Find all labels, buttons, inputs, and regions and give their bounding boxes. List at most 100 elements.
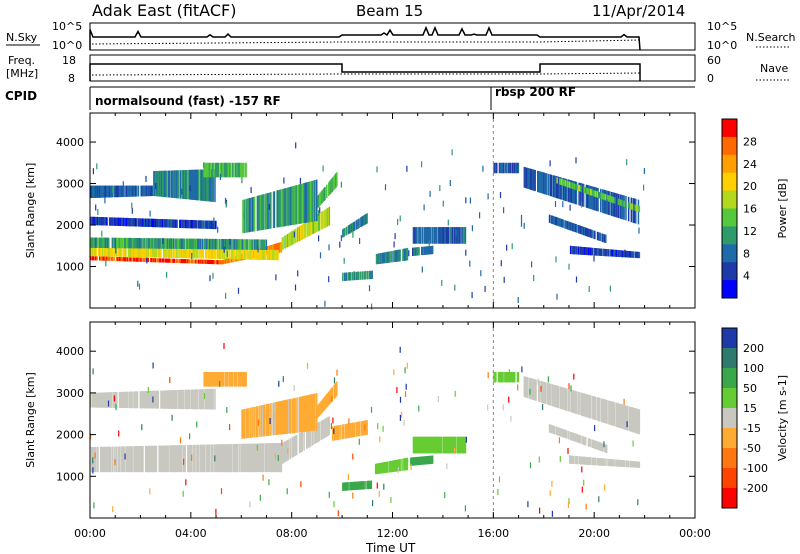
velocity-cell: [446, 436, 449, 454]
velocity-speck: [539, 507, 541, 514]
power-cell: [250, 239, 252, 250]
power-cell: [127, 185, 130, 197]
power-cell: [118, 257, 121, 262]
power-cell: [189, 238, 191, 249]
power-speck: [191, 253, 193, 259]
power-speck: [101, 218, 103, 225]
velocity-cell: [136, 391, 139, 409]
power-cell: [331, 177, 334, 192]
velocity-speck: [382, 425, 384, 432]
velocity-cell: [318, 403, 321, 416]
power-cell: [211, 162, 213, 178]
power-colorbar-swatch: [722, 226, 737, 245]
power-cell: [365, 271, 367, 280]
power-cell: [438, 227, 441, 244]
power-cell: [219, 162, 221, 178]
power-cell: [152, 185, 154, 196]
velocity-cell: [620, 460, 623, 467]
velocity-band: [410, 455, 434, 466]
power-cell: [131, 257, 133, 262]
velocity-cell: [91, 392, 94, 408]
velocity-cell: [602, 458, 604, 466]
velocity-cell: [140, 391, 142, 409]
power-cell: [603, 234, 605, 243]
power-cell: [262, 239, 265, 250]
power-cell: [343, 228, 345, 237]
velocity-cell: [427, 455, 429, 465]
velocity-cell: [634, 408, 636, 433]
power-cell: [406, 248, 409, 261]
power-speck: [203, 162, 205, 169]
power-cell: [365, 213, 368, 224]
velocity-speck: [573, 373, 575, 380]
velocity-cell: [313, 393, 315, 431]
power-cell: [596, 187, 598, 212]
velocity-cell: [403, 458, 405, 471]
power-speck: [556, 293, 558, 300]
power-speck: [555, 256, 557, 263]
velocity-cell: [391, 460, 393, 473]
velocity-cell: [179, 389, 181, 409]
velocity-cell: [160, 390, 162, 409]
power-cell: [200, 259, 202, 264]
power-cell: [496, 162, 498, 174]
velocity-cell: [569, 431, 572, 440]
velocity-cell: [120, 446, 123, 473]
power-cell: [611, 196, 614, 203]
time-axis: 00:00 04:00 08:00 12:00 16:00 20:00 00:00: [74, 527, 711, 540]
velocity-speck: [378, 490, 380, 497]
power-cell: [167, 258, 169, 263]
power-cell: [245, 198, 248, 233]
power-cell: [308, 181, 311, 223]
velocity-cell: [547, 383, 550, 405]
power-cell: [446, 227, 449, 244]
velocity-cell: [596, 441, 599, 450]
power-cell: [165, 170, 168, 198]
power-cell: [580, 226, 583, 235]
power-cell: [616, 193, 618, 218]
power-cell: [265, 193, 268, 230]
power-cell: [215, 220, 217, 230]
velocity-cell: [215, 444, 217, 473]
velocity-speck: [94, 452, 96, 459]
velocity-cell: [370, 480, 373, 489]
velocity-cell: [271, 443, 274, 473]
power-cell: [604, 248, 606, 257]
power-speck: [517, 297, 519, 303]
velocity-cell: [251, 443, 253, 473]
power-cell: [135, 248, 137, 258]
power-cell: [617, 198, 620, 205]
velocity-cell: [209, 372, 212, 387]
velocity-cell: [301, 431, 304, 452]
velocity-cell: [224, 444, 226, 473]
power-cell: [623, 200, 625, 207]
velocity-cell: [135, 391, 137, 409]
velocity-cell: [588, 394, 590, 418]
velocity-cell: [207, 389, 210, 410]
power-cell: [587, 188, 589, 195]
power-cell: [588, 228, 591, 238]
velocity-cell: [277, 401, 279, 435]
power-cell: [181, 170, 184, 199]
power-cell: [587, 228, 590, 237]
velocity-cell: [556, 385, 559, 408]
power-cell: [156, 171, 159, 197]
velocity-cell: [174, 390, 177, 409]
power-cell: [106, 185, 108, 198]
power-cell: [463, 227, 466, 244]
velocity-cell: [418, 436, 421, 454]
power-cell: [242, 239, 244, 250]
velocity-cell: [272, 402, 275, 436]
velocity-cell: [186, 389, 188, 410]
time-axis-tick-label: 04:00: [175, 527, 207, 540]
power-cell: [621, 200, 624, 207]
velocity-cell: [307, 395, 309, 432]
power-cell: [193, 169, 196, 200]
velocity-speck: [581, 486, 583, 493]
power-cell: [570, 222, 573, 231]
power-cell: [357, 271, 359, 280]
velocity-cell: [608, 400, 610, 425]
power-cell: [580, 185, 583, 192]
velocity-cell: [419, 456, 421, 465]
power-cell: [568, 221, 571, 231]
